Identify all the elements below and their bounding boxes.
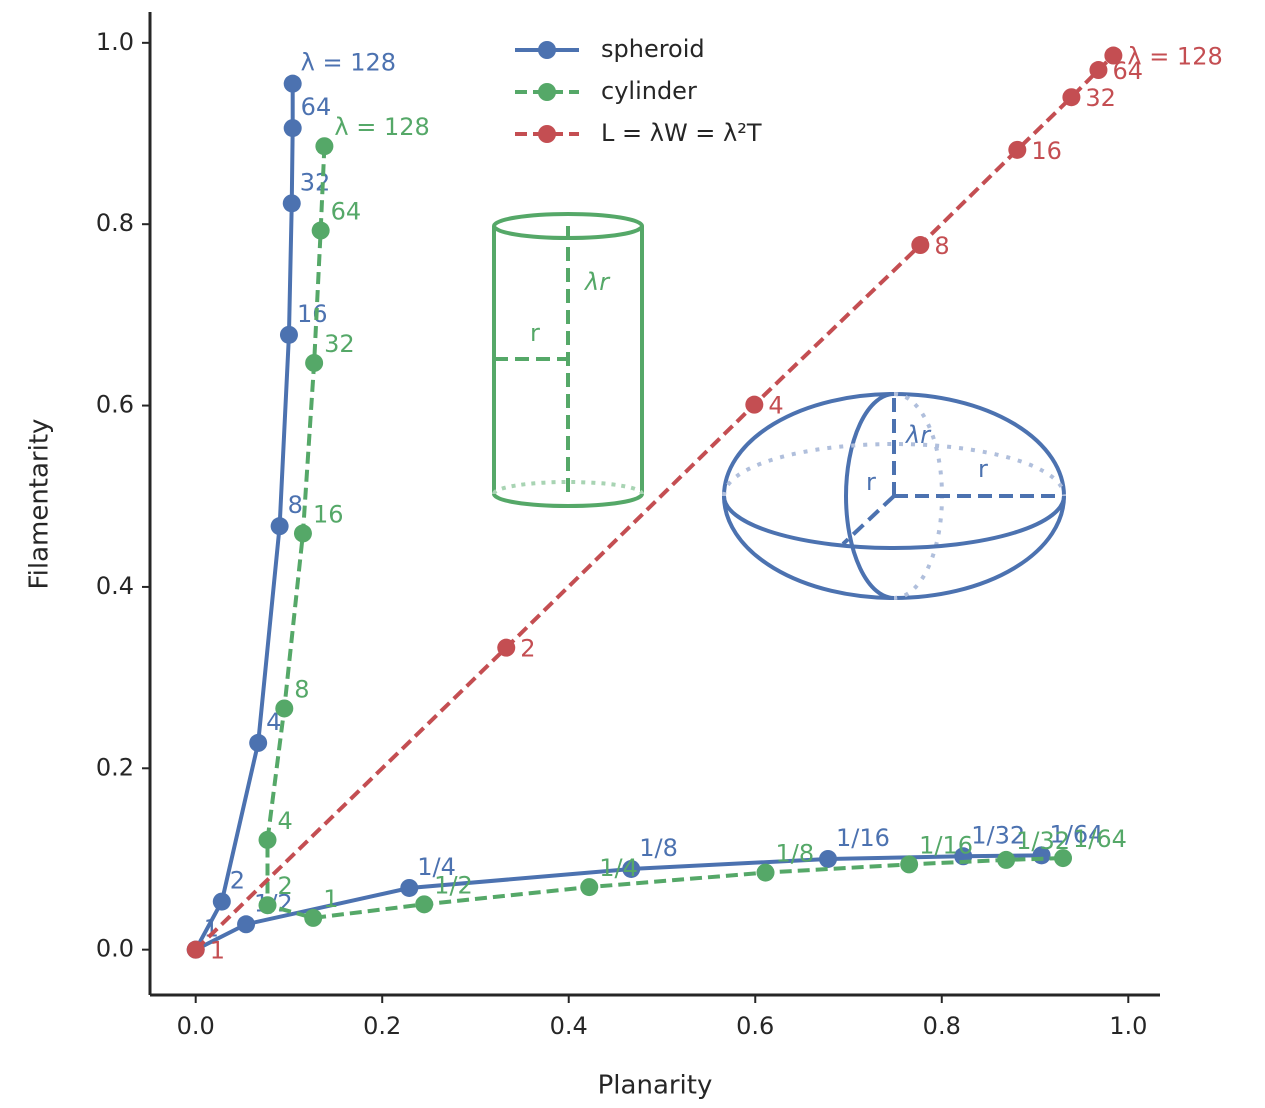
point-label: 16 (297, 300, 328, 328)
point (293, 524, 312, 543)
point (305, 353, 324, 372)
point-label: λ = 128 (1127, 43, 1222, 71)
point-label: 8 (288, 491, 303, 519)
point-label: 1/64 (1073, 825, 1127, 853)
point-label: λ = 128 (334, 113, 429, 141)
point (270, 517, 289, 536)
x-tick-label: 0.8 (923, 1012, 961, 1040)
point (212, 892, 231, 911)
series-line (265, 146, 1064, 920)
point (580, 878, 599, 897)
point (497, 638, 516, 657)
y-tick-label: 0.4 (96, 572, 134, 600)
cylinder-diagram (492, 212, 644, 508)
point-label: 8 (934, 232, 949, 260)
point-label: 2 (230, 867, 245, 895)
point (315, 137, 334, 156)
point (1054, 849, 1073, 868)
point-label: 64 (331, 198, 362, 226)
legend-marker (538, 83, 556, 101)
point (283, 74, 302, 93)
point-label: 1/2 (434, 871, 473, 899)
series-line (194, 54, 1115, 952)
point (1089, 61, 1108, 80)
series-line (190, 83, 1042, 955)
point-label: 1/32 (971, 821, 1025, 849)
point-label: 64 (301, 93, 332, 121)
point-label: λ = 128 (301, 49, 396, 77)
point-label: 4 (278, 807, 293, 835)
point-label: 1/4 (417, 853, 456, 881)
y-tick-label: 0.6 (96, 391, 134, 419)
point-label: 1 (210, 937, 225, 965)
legend-label: spheroid (601, 35, 705, 63)
annotation: λr (583, 268, 611, 296)
point (258, 896, 277, 915)
point-label: 4 (768, 392, 783, 420)
legend-marker (538, 41, 556, 59)
point (622, 859, 641, 878)
point (237, 915, 256, 934)
point (311, 221, 330, 240)
x-tick-label: 1.0 (1109, 1012, 1147, 1040)
point (304, 908, 323, 927)
point-label: 32 (1085, 84, 1116, 112)
point (997, 850, 1016, 869)
x-tick-label: 0.2 (363, 1012, 401, 1040)
legend-marker (538, 125, 556, 143)
point (400, 878, 419, 897)
point (1062, 88, 1081, 107)
y-tick-label: 1.0 (96, 28, 134, 56)
point-label: 1 (323, 885, 338, 913)
point-label: 2 (278, 872, 293, 900)
y-tick-label: 0.8 (96, 209, 134, 237)
y-tick-label: 0.0 (96, 935, 134, 963)
point (745, 395, 764, 414)
annotation: r (530, 319, 540, 347)
point (415, 895, 434, 914)
point-label: 32 (300, 168, 331, 196)
point-label: 1/8 (776, 840, 815, 868)
point-label: 8 (294, 675, 309, 703)
point-label: 1/8 (639, 834, 678, 862)
point-label: 32 (324, 330, 355, 358)
point-label: 1/64 (1050, 820, 1104, 848)
annotation: r (866, 468, 876, 496)
point (275, 699, 294, 718)
point-label: 1/4 (599, 854, 638, 882)
point (1008, 140, 1027, 159)
x-axis-label: Planarity (598, 1071, 713, 1101)
x-tick-label: 0.6 (736, 1012, 774, 1040)
point-label: 4 (266, 708, 281, 736)
y-axis-label: Filamentarity (25, 419, 55, 590)
point-label: 1/16 (836, 824, 890, 852)
point-label: 1/16 (919, 831, 973, 859)
y-tick-label: 0.2 (96, 753, 134, 781)
point (258, 830, 277, 849)
annotation: λr (904, 421, 932, 449)
point (900, 855, 919, 874)
legend-label: L = λW = λ²T (601, 119, 762, 147)
spheroid-diagram (722, 392, 1066, 600)
point (911, 236, 930, 255)
legend-label: cylinder (601, 77, 697, 105)
point (249, 733, 268, 752)
point-label: 16 (313, 500, 344, 528)
x-tick-label: 0.0 (177, 1012, 215, 1040)
point (756, 863, 775, 882)
x-tick-label: 0.4 (550, 1012, 588, 1040)
point-label: 2 (520, 635, 535, 663)
point (283, 119, 302, 138)
point (1104, 46, 1123, 65)
point (186, 940, 205, 959)
point (818, 849, 837, 868)
point-label: 16 (1031, 137, 1062, 165)
point (282, 194, 301, 213)
point (279, 325, 298, 344)
annotation: r (978, 455, 988, 483)
